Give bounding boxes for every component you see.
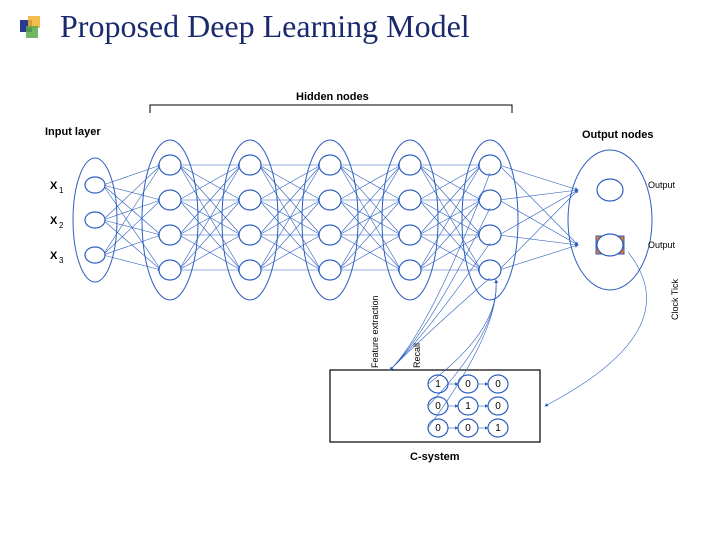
hidden-node [319, 190, 341, 210]
output-text-2: Output [648, 240, 676, 250]
c-system-value: 0 [465, 423, 471, 434]
input-label: Input layer [45, 126, 101, 138]
slide-title-bar: Proposed Deep Learning Model [20, 8, 470, 45]
hidden-node [479, 155, 501, 175]
clock-tick-label: Clock Tick [670, 278, 680, 320]
hidden-node [319, 225, 341, 245]
input-var-sub: 1 [59, 186, 64, 195]
output-node-1 [597, 179, 623, 201]
recall-edge [428, 280, 496, 384]
hidden-node [159, 190, 181, 210]
input-var-sub: 2 [59, 221, 64, 230]
hidden-node [319, 155, 341, 175]
feature-extraction-label: Feature extraction [370, 295, 380, 368]
hidden-node [399, 190, 421, 210]
c-system-value: 0 [495, 379, 501, 390]
hidden-node [159, 260, 181, 280]
hidden-node [319, 260, 341, 280]
clock-tick-edge [545, 252, 647, 406]
input-var: X [50, 250, 58, 262]
c-system-value: 1 [495, 423, 501, 434]
output-node-2 [597, 234, 623, 256]
input-var-sub: 3 [59, 256, 64, 265]
hidden-node [159, 225, 181, 245]
network-diagram: Hidden nodes Input layer Output nodes Outpu… [0, 70, 720, 530]
hidden-node [399, 260, 421, 280]
hidden-node [399, 225, 421, 245]
input-var: X [50, 215, 58, 227]
output-label: Output nodes [582, 129, 654, 141]
hidden-label: Hidden nodes [296, 91, 369, 103]
recall-label: Recall [412, 343, 422, 368]
feature-extraction-edge [390, 278, 490, 370]
hidden-bracket [150, 105, 512, 113]
hidden-node [239, 225, 261, 245]
input-node [85, 177, 105, 193]
hidden-node [239, 155, 261, 175]
input-node [85, 212, 105, 228]
input-var: X [50, 180, 58, 192]
hidden-node [239, 190, 261, 210]
c-system-value: 1 [435, 379, 441, 390]
hidden-node [479, 260, 501, 280]
c-system-value: 0 [435, 423, 441, 434]
slide-title: Proposed Deep Learning Model [60, 8, 470, 45]
c-system-value: 1 [465, 401, 471, 412]
hidden-node [159, 155, 181, 175]
hidden-node [239, 260, 261, 280]
hidden-node [399, 155, 421, 175]
input-node [85, 247, 105, 263]
output-text-1: Output [648, 180, 676, 190]
bullet-icon [20, 16, 42, 38]
c-system-value: 0 [495, 401, 501, 412]
c-system-label: C-system [410, 451, 460, 463]
hidden-node [479, 225, 501, 245]
c-system-value: 0 [465, 379, 471, 390]
